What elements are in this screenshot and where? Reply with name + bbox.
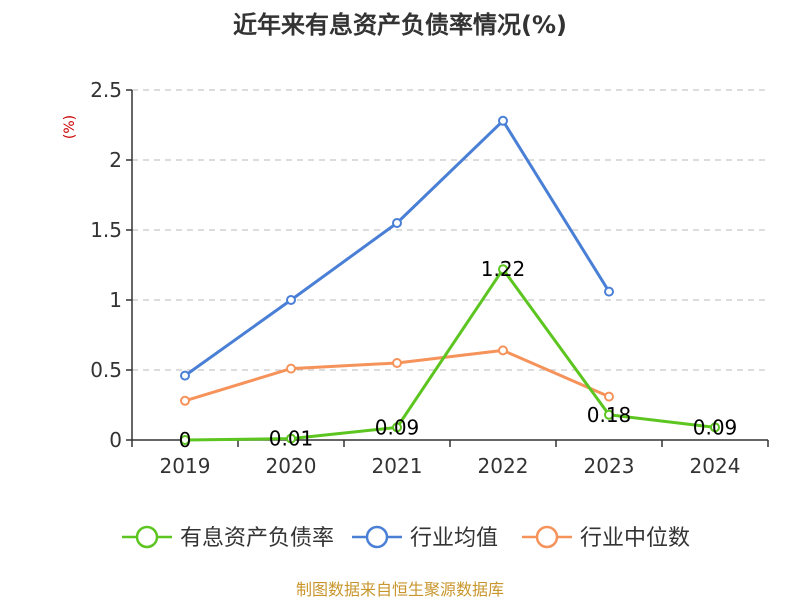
legend-marker-icon: [135, 525, 159, 549]
series-line: [184, 119, 611, 377]
data-point[interactable]: [286, 363, 296, 374]
data-label: 0.09: [693, 415, 738, 439]
y-tick-label: 0.5: [90, 358, 122, 382]
data-label: 0.09: [375, 415, 420, 439]
series-1: [180, 115, 614, 381]
series-lines: [180, 115, 720, 445]
data-point[interactable]: [180, 435, 190, 445]
source-note: 制图数据来自恒生聚源数据库: [296, 580, 504, 599]
x-tick-label: 2023: [584, 454, 635, 478]
legend[interactable]: 有息资产负债率 行业均值 行业中位数: [122, 525, 690, 551]
y-tick-label: 1: [109, 288, 122, 312]
y-tick-label: 1.5: [90, 218, 122, 242]
data-point[interactable]: [180, 395, 190, 406]
data-label: 0: [179, 428, 192, 452]
y-tick-label: 2: [109, 148, 122, 172]
data-point[interactable]: [604, 409, 614, 420]
legend-label: 行业中位数: [580, 526, 690, 551]
x-tick-label: 2024: [690, 454, 741, 478]
data-label: 1.22: [481, 257, 526, 281]
series-2: [180, 345, 614, 406]
data-point[interactable]: [180, 370, 190, 381]
data-point[interactable]: [498, 264, 508, 275]
data-point[interactable]: [286, 295, 296, 305]
legend-item[interactable]: 行业中位数: [522, 525, 690, 551]
legend-marker-icon: [365, 525, 389, 549]
data-point[interactable]: [392, 218, 402, 228]
data-labels: 0 0.01 0.09 1.22 0.18 0.09: [179, 257, 738, 452]
y-axis-unit: (%): [62, 115, 78, 139]
legend-item[interactable]: 行业均值: [352, 525, 498, 551]
series-line: [184, 267, 716, 442]
axes: 0 0.5 1 1.5 2 2.5 2019 2020 2021 2022 2023 2024: [90, 78, 769, 478]
legend-item[interactable]: 有息资产负债率: [122, 525, 334, 551]
data-point[interactable]: [604, 286, 614, 297]
series-0: [180, 264, 720, 445]
data-point[interactable]: [604, 391, 614, 402]
data-label: 0.18: [587, 403, 632, 427]
data-point[interactable]: [392, 358, 402, 368]
data-point[interactable]: [498, 115, 508, 126]
x-tick-label: 2019: [160, 454, 211, 478]
y-tick-label: 2.5: [90, 78, 122, 102]
gridlines: [132, 89, 768, 371]
legend-label: 行业均值: [410, 526, 498, 551]
data-point[interactable]: [498, 345, 508, 356]
legend-marker-icon: [535, 525, 559, 549]
data-point[interactable]: [710, 422, 720, 433]
legend-label: 有息资产负债率: [180, 526, 334, 551]
data-point[interactable]: [286, 433, 296, 444]
data-label: 0.01: [269, 427, 314, 451]
data-point[interactable]: [392, 422, 402, 433]
series-line: [184, 348, 610, 403]
chart-title: 近年来有息资产负债率情况(%): [233, 11, 567, 39]
x-tick-label: 2020: [266, 454, 317, 478]
x-tick-label: 2021: [372, 454, 423, 478]
y-tick-label: 0: [109, 428, 122, 452]
x-tick-label: 2022: [478, 454, 529, 478]
